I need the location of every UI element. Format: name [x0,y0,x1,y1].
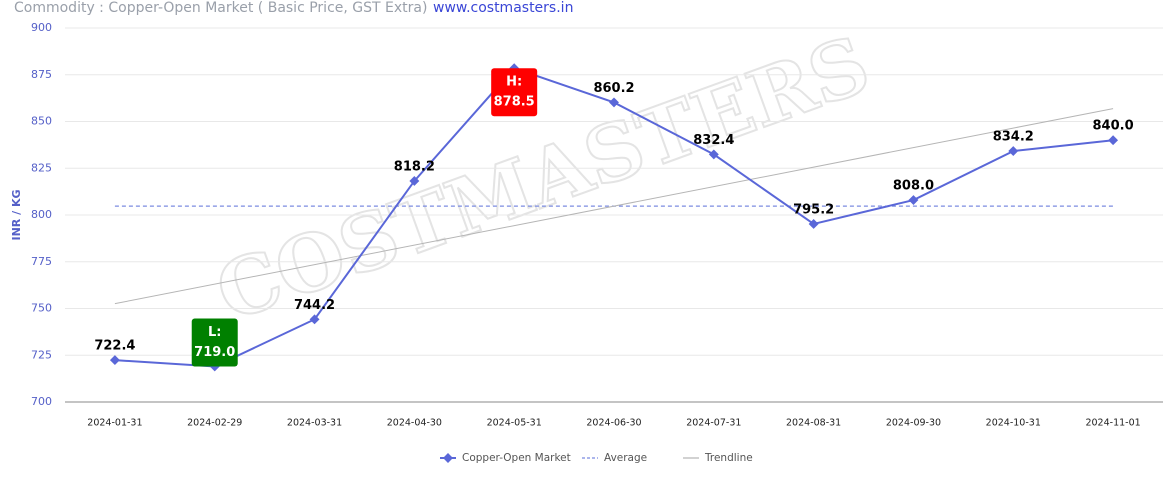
x-tick-label: 2024-09-30 [886,418,941,429]
trendline [114,108,1114,305]
point-marker [808,219,819,229]
chart-title: Commodity : Copper-Open Market ( Basic P… [14,0,427,16]
point-marker [109,355,120,366]
legend-label: Copper-Open Market [462,452,571,464]
y-tick-label: 750 [31,302,52,315]
value-label: 840.0 [1093,119,1134,134]
legend-label: Trendline [704,452,753,464]
x-tick-label: 2024-11-01 [1085,418,1140,429]
value-label: 719.0 [194,345,235,360]
value-label: 878.5 [494,95,535,110]
y-tick-label: 725 [31,348,52,361]
x-tick-label: 2024-08-31 [786,418,841,429]
point-marker [908,195,919,205]
low-label: L: [208,325,221,340]
x-tick-label: 2024-03-31 [287,418,342,429]
value-label: 808.0 [893,179,934,194]
y-tick-label: 850 [31,115,52,128]
point-marker [309,314,320,325]
point-marker [1108,135,1119,146]
x-tick-label: 2024-10-31 [986,418,1041,429]
x-tick-label: 2024-01-31 [87,418,142,429]
x-tick-label: 2024-02-29 [187,418,242,429]
y-tick-label: 875 [31,68,52,81]
high-box [491,68,538,117]
value-label: 818.2 [394,159,435,174]
legend-marker [443,453,453,463]
value-label: 722.4 [94,339,135,354]
value-label: 744.2 [294,298,335,313]
y-tick-label: 775 [31,255,52,268]
x-tick-label: 2024-05-31 [487,418,542,429]
high-label: H: [506,75,522,90]
point-marker [609,97,619,108]
low-box [191,318,238,367]
y-tick-label: 700 [31,395,52,408]
x-tick-label: 2024-07-31 [686,418,741,429]
x-tick-label: 2024-06-30 [586,418,641,429]
watermark: COSTMASTERS [205,19,881,339]
point-marker [409,176,420,186]
value-label: 860.2 [593,81,634,96]
y-tick-label: 900 [31,21,52,34]
value-label: 834.2 [993,130,1034,145]
legend-label: Average [604,452,647,464]
y-axis-label: INR / KG [10,190,23,241]
chart-subtitle: www.costmasters.in [433,0,573,16]
y-tick-label: 800 [31,208,52,221]
point-marker [1008,146,1019,156]
x-tick-label: 2024-04-30 [387,418,442,429]
value-label: 832.4 [693,133,734,148]
point-marker [708,149,719,160]
y-tick-label: 825 [31,161,52,174]
value-label: 795.2 [793,202,834,217]
